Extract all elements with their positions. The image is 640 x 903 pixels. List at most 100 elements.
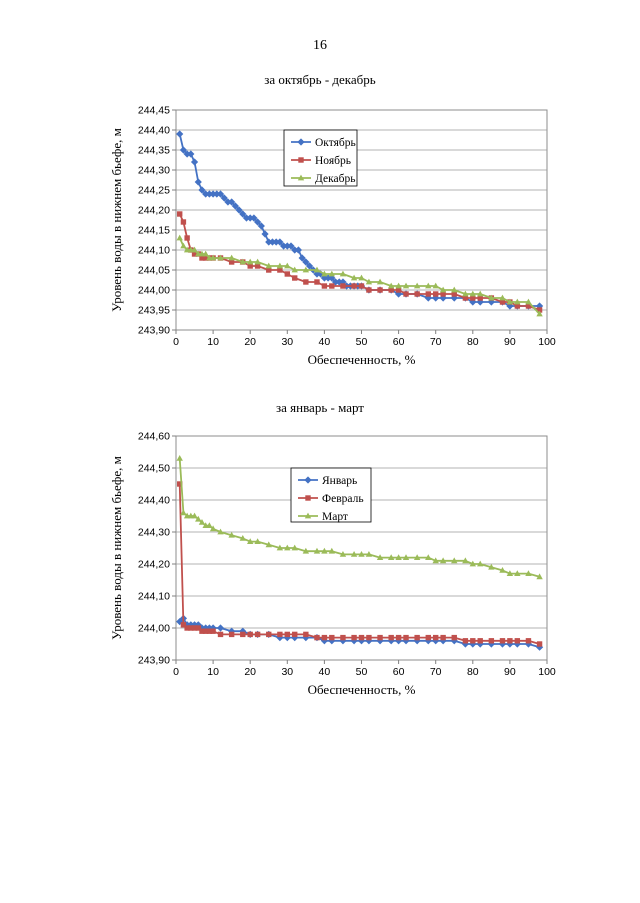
data-point — [335, 278, 343, 286]
data-point — [339, 551, 347, 557]
data-point — [177, 481, 183, 487]
chart-title-jan-mar: за январь - март — [275, 400, 364, 415]
data-point — [514, 638, 521, 644]
x-tick-label: 20 — [244, 336, 256, 348]
data-point — [261, 230, 269, 238]
data-point — [388, 634, 394, 641]
data-point — [358, 551, 365, 557]
data-point — [414, 291, 420, 297]
data-point — [209, 190, 217, 198]
legend: Октябрь Ноябрь Декабрь — [283, 129, 358, 187]
x-tick-label: 10 — [207, 336, 219, 348]
data-point — [184, 625, 190, 631]
data-point — [440, 291, 446, 297]
data-point — [302, 258, 310, 266]
data-point — [277, 267, 283, 273]
x-tick-label: 70 — [430, 666, 442, 678]
chart-jan-mar: 243,90 244,00 244,10 244,20 244,30 244,40 244,… — [109, 431, 556, 697]
data-point — [302, 634, 310, 642]
data-point — [228, 198, 236, 206]
y-tick-label: 244,20 — [138, 205, 170, 217]
data-point — [376, 278, 384, 285]
data-point — [536, 307, 543, 313]
data-point — [265, 238, 273, 246]
y-tick-label: 244,60 — [138, 431, 170, 443]
y-tick-label: 244,50 — [138, 463, 170, 475]
data-point — [477, 560, 484, 567]
data-point — [514, 298, 521, 305]
data-point — [366, 287, 372, 293]
data-point — [506, 302, 514, 310]
legend-marker — [304, 512, 312, 519]
data-point — [395, 282, 402, 289]
data-point — [366, 634, 372, 641]
data-point — [536, 573, 543, 580]
data-point — [387, 282, 395, 289]
series-2 — [177, 481, 543, 647]
data-point — [469, 560, 476, 567]
data-point — [413, 554, 421, 560]
data-point — [302, 547, 310, 554]
data-point — [195, 515, 202, 522]
data-point — [217, 528, 224, 535]
data-point — [199, 255, 205, 261]
legend-label: Ноябрь — [315, 155, 351, 167]
data-point — [195, 625, 201, 631]
data-point — [328, 547, 336, 554]
data-point — [462, 557, 469, 564]
y-tick-label: 244,30 — [138, 165, 170, 177]
data-point — [209, 525, 217, 532]
data-point — [358, 274, 365, 281]
data-point — [210, 628, 216, 634]
data-point — [247, 631, 253, 638]
legend-marker — [304, 476, 312, 484]
data-point — [377, 634, 383, 641]
data-point — [535, 643, 544, 651]
data-point — [376, 554, 384, 560]
data-point — [228, 531, 235, 538]
data-point — [488, 638, 495, 644]
data-point — [350, 551, 358, 557]
data-point — [283, 242, 291, 250]
data-point — [329, 283, 335, 289]
data-point — [199, 628, 205, 634]
data-point — [302, 266, 310, 273]
data-point — [365, 278, 373, 285]
x-tick-label: 60 — [393, 336, 405, 348]
legend-label: Октябрь — [315, 137, 356, 149]
data-point — [507, 638, 513, 644]
data-point — [451, 634, 457, 641]
data-point — [536, 310, 543, 317]
data-point — [451, 291, 457, 297]
data-point — [433, 634, 439, 641]
data-point — [198, 519, 206, 525]
data-point — [395, 634, 402, 641]
data-point — [254, 631, 261, 638]
data-point — [284, 271, 290, 277]
data-point — [377, 287, 383, 293]
x-tick-label: 40 — [319, 666, 331, 678]
data-point — [328, 270, 336, 277]
data-point — [433, 291, 439, 297]
data-point — [180, 509, 187, 516]
data-point — [202, 190, 210, 198]
data-point — [265, 541, 272, 548]
data-point — [247, 258, 254, 265]
x-tick-label: 100 — [538, 336, 556, 348]
data-point — [469, 290, 476, 297]
legend-box — [290, 467, 372, 523]
legend-label: Январь — [322, 475, 357, 487]
data-point — [432, 282, 439, 289]
x-tick-label: 90 — [504, 666, 516, 678]
chart-oct-dec: 243,90 243,95 244,00 244,05 244,10 244,15 244,… — [109, 105, 556, 367]
y-axis-label: Уровень воды в нижнем бьефе, м — [109, 456, 124, 640]
data-point — [514, 303, 521, 309]
data-point — [395, 287, 402, 293]
legend-label: Декабрь — [315, 173, 355, 185]
data-point — [187, 621, 195, 629]
data-point — [487, 298, 495, 306]
y-tick-label: 244,35 — [138, 145, 170, 157]
data-point — [425, 554, 432, 560]
data-point — [291, 544, 298, 551]
data-point — [292, 631, 298, 638]
